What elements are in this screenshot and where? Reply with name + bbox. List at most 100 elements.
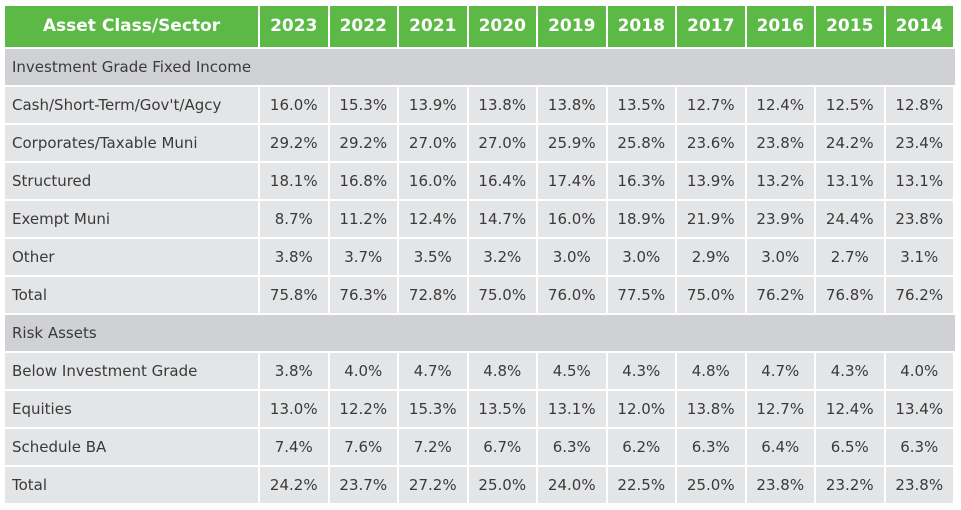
value-cell: 3.8% [260, 353, 328, 389]
value-cell: 6.2% [607, 429, 675, 465]
value-cell: 13.9% [399, 87, 467, 123]
table-row: Equities 13.0% 12.2% 15.3% 13.5% 13.1% 12.0% 13… [5, 391, 955, 427]
value-cell: 24.2% [816, 125, 884, 161]
row-label: Total [5, 467, 258, 503]
value-cell: 13.1% [538, 391, 606, 427]
value-cell: 6.5% [816, 429, 884, 465]
value-cell: 23.9% [746, 201, 814, 237]
table-row: Corporates/Taxable Muni 29.2% 29.2% 27.0% 27… [5, 125, 955, 161]
value-cell: 15.3% [329, 87, 397, 123]
value-cell: 13.9% [677, 163, 745, 199]
value-cell: 4.5% [538, 353, 606, 389]
value-cell: 4.7% [399, 353, 467, 389]
value-cell: 13.5% [607, 87, 675, 123]
value-cell: 7.2% [399, 429, 467, 465]
value-cell: 16.0% [538, 201, 606, 237]
section-title: Risk Assets [5, 315, 955, 351]
value-cell: 12.8% [885, 87, 953, 123]
value-cell: 72.8% [399, 277, 467, 313]
value-cell: 8.7% [260, 201, 328, 237]
header-cell: 2021 [399, 6, 467, 47]
header-row: Asset Class/Sector 2023 2022 2021 2020 2019 20… [5, 6, 955, 47]
value-cell: 3.7% [329, 239, 397, 275]
value-cell: 4.8% [677, 353, 745, 389]
table-row: Exempt Muni 8.7% 11.2% 12.4% 14.7% 16.0% 18.9%… [5, 201, 955, 237]
value-cell: 24.4% [816, 201, 884, 237]
value-cell: 13.0% [260, 391, 328, 427]
row-label: Cash/Short-Term/Gov't/Agcy [5, 87, 258, 123]
value-cell: 3.8% [260, 239, 328, 275]
value-cell: 4.0% [329, 353, 397, 389]
header-cell: 2018 [607, 6, 675, 47]
value-cell: 12.4% [746, 87, 814, 123]
value-cell: 13.1% [816, 163, 884, 199]
value-cell: 76.8% [816, 277, 884, 313]
row-label: Structured [5, 163, 258, 199]
value-cell: 25.9% [538, 125, 606, 161]
value-cell: 75.8% [260, 277, 328, 313]
value-cell: 12.0% [607, 391, 675, 427]
value-cell: 12.5% [816, 87, 884, 123]
table-row: Schedule BA 7.4% 7.6% 7.2% 6.7% 6.3% 6.2% 6.3% 6… [5, 429, 955, 465]
value-cell: 16.0% [260, 87, 328, 123]
value-cell: 6.4% [746, 429, 814, 465]
value-cell: 7.4% [260, 429, 328, 465]
table-row: Other 3.8% 3.7% 3.5% 3.2% 3.0% 3.0% 2.9% 3.0% 2.7… [5, 239, 955, 275]
value-cell: 12.2% [329, 391, 397, 427]
header-cell: 2014 [885, 6, 953, 47]
row-label: Equities [5, 391, 258, 427]
value-cell: 27.0% [468, 125, 536, 161]
value-cell: 16.0% [399, 163, 467, 199]
value-cell: 76.3% [329, 277, 397, 313]
value-cell: 25.0% [468, 467, 536, 503]
value-cell: 76.2% [885, 277, 953, 313]
value-cell: 4.7% [746, 353, 814, 389]
header-cell: 2020 [468, 6, 536, 47]
value-cell: 4.0% [885, 353, 953, 389]
value-cell: 29.2% [260, 125, 328, 161]
value-cell: 15.3% [399, 391, 467, 427]
table-row: Structured 18.1% 16.8% 16.0% 16.4% 17.4% 16.3%… [5, 163, 955, 199]
table-row: Total 75.8% 76.3% 72.8% 75.0% 76.0% 77.5% 75.0%… [5, 277, 955, 313]
value-cell: 76.0% [538, 277, 606, 313]
value-cell: 16.3% [607, 163, 675, 199]
section-title: Investment Grade Fixed Income [5, 49, 955, 85]
value-cell: 75.0% [468, 277, 536, 313]
value-cell: 22.5% [607, 467, 675, 503]
value-cell: 6.3% [677, 429, 745, 465]
value-cell: 3.0% [607, 239, 675, 275]
value-cell: 4.3% [816, 353, 884, 389]
value-cell: 23.6% [677, 125, 745, 161]
value-cell: 13.2% [746, 163, 814, 199]
value-cell: 23.8% [885, 467, 953, 503]
value-cell: 23.8% [885, 201, 953, 237]
value-cell: 4.3% [607, 353, 675, 389]
header-cell: 2017 [677, 6, 745, 47]
header-cell: 2022 [329, 6, 397, 47]
value-cell: 25.0% [677, 467, 745, 503]
value-cell: 13.8% [538, 87, 606, 123]
section-row: Investment Grade Fixed Income [5, 49, 955, 85]
value-cell: 18.1% [260, 163, 328, 199]
header-cell: Asset Class/Sector [5, 6, 258, 47]
value-cell: 23.8% [746, 467, 814, 503]
value-cell: 21.9% [677, 201, 745, 237]
value-cell: 6.3% [538, 429, 606, 465]
row-label: Exempt Muni [5, 201, 258, 237]
value-cell: 13.8% [677, 391, 745, 427]
value-cell: 25.8% [607, 125, 675, 161]
value-cell: 17.4% [538, 163, 606, 199]
value-cell: 3.0% [746, 239, 814, 275]
value-cell: 76.2% [746, 277, 814, 313]
value-cell: 23.2% [816, 467, 884, 503]
value-cell: 13.4% [885, 391, 953, 427]
value-cell: 6.7% [468, 429, 536, 465]
row-label: Corporates/Taxable Muni [5, 125, 258, 161]
value-cell: 12.7% [677, 87, 745, 123]
value-cell: 12.4% [816, 391, 884, 427]
value-cell: 75.0% [677, 277, 745, 313]
section-row: Risk Assets [5, 315, 955, 351]
row-label: Other [5, 239, 258, 275]
table-row: Total 24.2% 23.7% 27.2% 25.0% 24.0% 22.5% 25.0%… [5, 467, 955, 503]
value-cell: 27.2% [399, 467, 467, 503]
